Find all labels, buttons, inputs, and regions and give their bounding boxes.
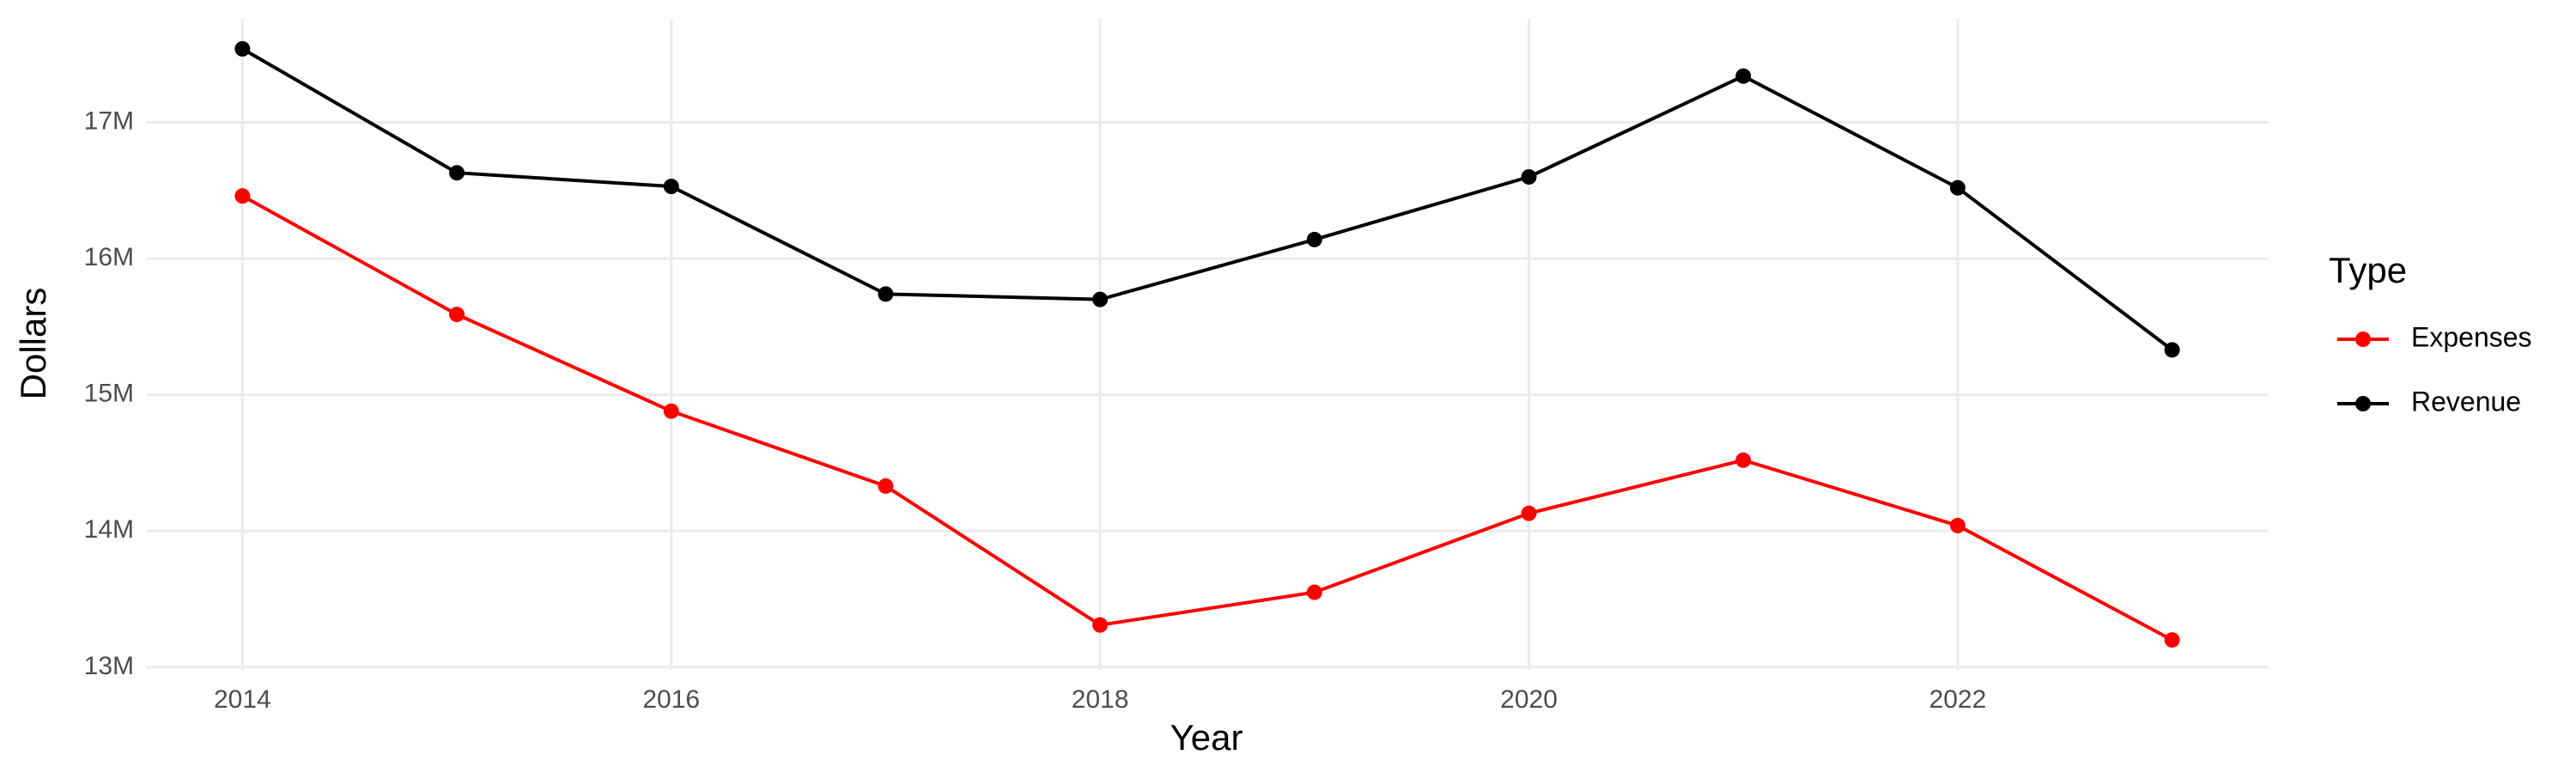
data-point [2164, 632, 2180, 648]
data-point [1949, 517, 1965, 533]
data-point [449, 165, 465, 181]
legend-label: Revenue [2411, 386, 2521, 417]
y-axis-title: Dollars [13, 288, 53, 400]
y-tick-label: 14M [84, 515, 134, 544]
data-point [1949, 180, 1965, 196]
y-tick-label: 16M [84, 243, 134, 271]
x-tick-label: 2022 [1929, 685, 1987, 714]
data-point [1521, 168, 1537, 185]
data-point [878, 286, 894, 302]
data-point [1092, 291, 1109, 307]
data-point [1735, 452, 1752, 468]
data-point [1306, 231, 1322, 247]
data-point [234, 40, 251, 57]
series-line [241, 47, 2173, 351]
x-axis-title: Year [1170, 717, 1243, 758]
data-point [1306, 584, 1322, 600]
grid [146, 19, 2269, 670]
data-point [1735, 68, 1752, 84]
data-point [663, 403, 679, 419]
data-point [878, 478, 894, 494]
data-point [2164, 342, 2180, 358]
y-tick-label: 17M [84, 107, 134, 135]
legend-label: Expenses [2411, 321, 2532, 352]
x-tick-label: 2020 [1500, 685, 1558, 714]
y-tick-label: 13M [84, 652, 134, 680]
data-point [1521, 505, 1537, 521]
legend-marker [2355, 396, 2371, 411]
x-tick-label: 2014 [214, 685, 271, 714]
data-point [449, 307, 465, 323]
series-line [241, 194, 2173, 642]
data-point [1092, 617, 1109, 633]
legend-marker [2355, 332, 2371, 347]
x-tick-label: 2018 [1072, 685, 1129, 714]
legend-title: Type [2329, 250, 2407, 290]
x-tick-label: 2016 [642, 685, 700, 714]
y-tick-label: 15M [84, 380, 134, 408]
data-point [663, 179, 679, 195]
data-point [234, 188, 251, 204]
